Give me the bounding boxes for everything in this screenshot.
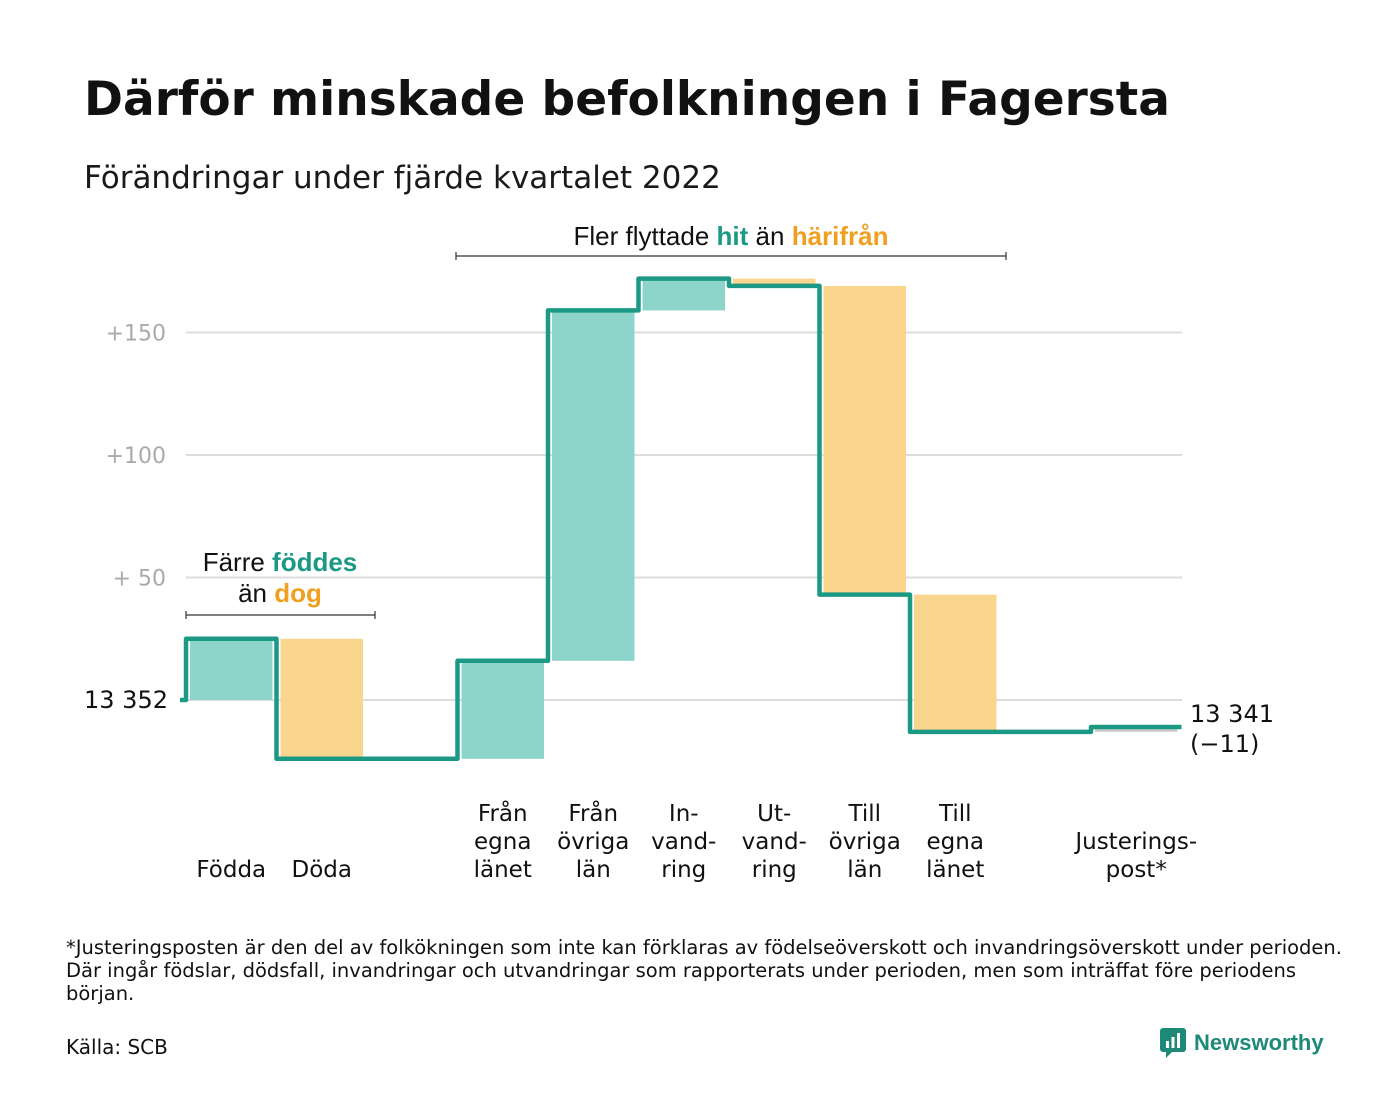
category-label: Från (568, 799, 618, 827)
inflow-bar (190, 638, 273, 700)
outflow-bar (823, 285, 906, 595)
annotation-text: Fler flyttade (573, 221, 716, 251)
end-value-label: 13 341 (1190, 700, 1274, 728)
svg-text:än dog: än dog (238, 578, 322, 608)
annotation-text: än (238, 578, 274, 608)
end-change-label: (−11) (1190, 730, 1259, 758)
running-total-step-line (180, 276, 1182, 762)
outflow-bar (280, 638, 363, 759)
annotation-highlight-born: föddes (272, 547, 357, 577)
outflow-bar (914, 594, 997, 732)
category-label: Döda (292, 857, 352, 883)
category-label: egna (474, 829, 531, 855)
category-label: länet (474, 857, 532, 883)
category-label: Från (478, 799, 528, 827)
category-label: övriga (557, 829, 629, 855)
y-tick-label: +100 (106, 444, 166, 469)
inflow-bar (552, 310, 635, 661)
y-tick-label: + 50 (113, 567, 166, 592)
start-value-label: 13 352 (84, 686, 168, 714)
svg-text:Fler flyttade hit än härifrån: Fler flyttade hit än härifrån (573, 221, 888, 251)
category-labels: Födda DödaFrånegnalänetFrånövrigalänIn-va… (196, 799, 1197, 883)
chart-title: Därför minskade befolkningen i Fagersta (84, 72, 1170, 127)
adjustment-bar (1095, 726, 1178, 732)
category-label: län (576, 857, 611, 883)
category-label: vand- (742, 829, 807, 855)
running-total-line (180, 276, 1182, 762)
category-label: Till (847, 801, 881, 827)
annotation-text: än (748, 221, 791, 251)
category-label: länet (926, 857, 984, 883)
newsworthy-logo-icon (1160, 1028, 1186, 1058)
category-label: Till (938, 801, 972, 827)
category-label: In- (669, 801, 699, 827)
category-label: Ut- (757, 801, 791, 827)
category-label: län (847, 857, 882, 883)
migration-annotation: Fler flyttade hit än härifrån (455, 221, 1007, 260)
inflow-bar (642, 278, 725, 311)
births-deaths-annotation: Färre föddes än dog (185, 547, 376, 619)
footnote: *Justeringsposten är den del av folkökni… (66, 936, 1342, 1005)
category-label: övriga (829, 829, 901, 855)
annotation-text: Färre (203, 547, 272, 577)
category-label: Födda (196, 857, 266, 883)
svg-text:Färre föddes: Färre föddes (203, 547, 358, 577)
category-label: egna (927, 829, 984, 855)
category-label: ring (661, 857, 706, 883)
y-tick-label: +150 (106, 322, 166, 347)
category-label: Justerings- (1073, 829, 1197, 855)
annotation-highlight-here: hit (717, 221, 749, 251)
category-label: ring (752, 857, 797, 883)
annotation-highlight-away: härifrån (792, 221, 889, 251)
category-label: vand- (651, 829, 716, 855)
annotation-highlight-died: dog (274, 578, 322, 608)
outflow-bar (733, 278, 816, 286)
inflow-bar (461, 660, 544, 759)
chart-subtitle: Förändringar under fjärde kvartalet 2022 (84, 160, 721, 196)
bars (190, 278, 1178, 759)
brand-name: Newsworthy (1194, 1030, 1324, 1055)
waterfall-chart: + 50+100+150 Födda DödaFrånegnalänetFrånö… (84, 221, 1274, 883)
category-label: post* (1106, 857, 1167, 883)
source-label: Källa: SCB (66, 1035, 168, 1059)
newsworthy-logo: Newsworthy (1160, 1028, 1324, 1058)
